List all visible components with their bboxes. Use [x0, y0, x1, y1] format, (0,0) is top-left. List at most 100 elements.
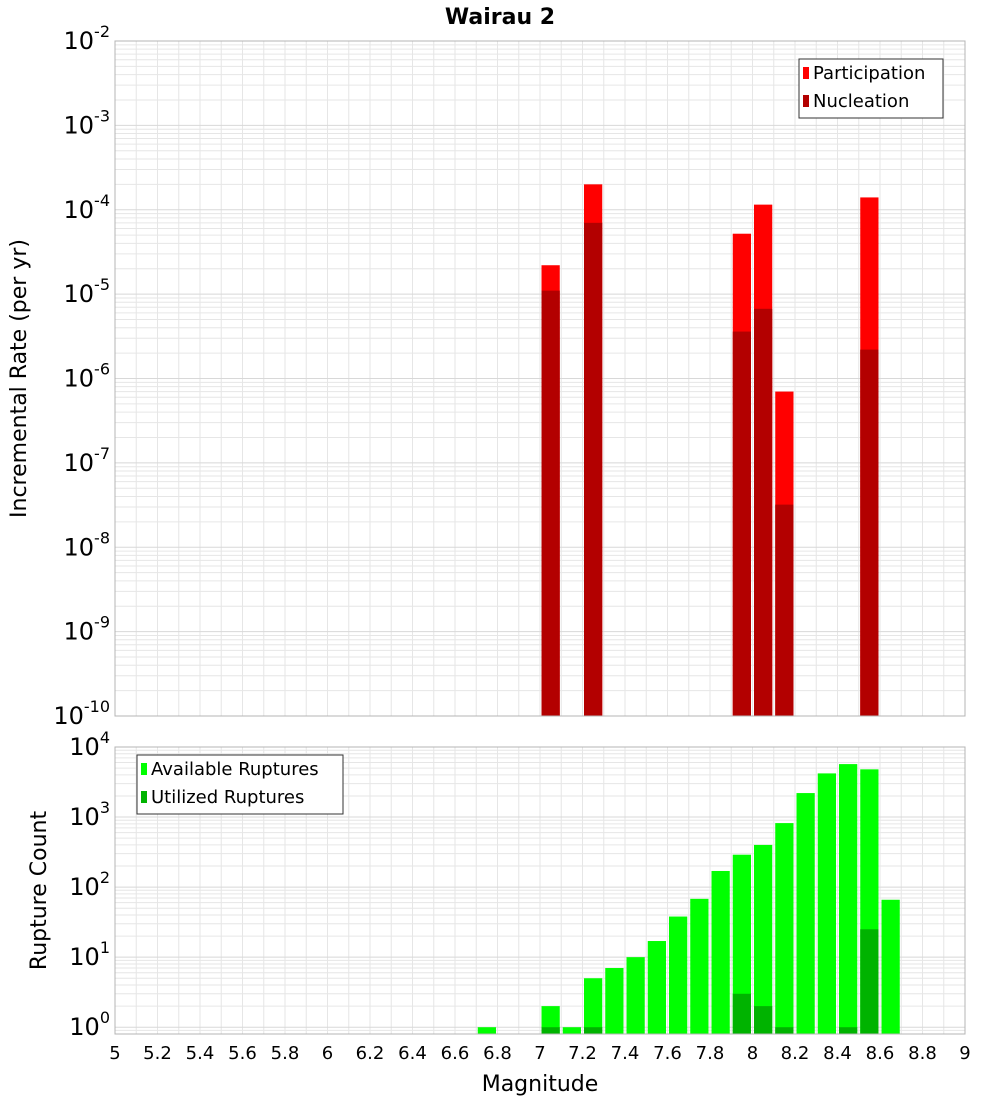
rate-legend: Participation Nucleation	[798, 58, 944, 119]
count-bar-utilized	[541, 1027, 560, 1034]
rate-bar-nucleation	[584, 222, 603, 716]
count-frame	[114, 746, 966, 1035]
count-y-tick-label: 104	[69, 728, 110, 761]
count-bar-available	[775, 823, 794, 1034]
rate-bar-nucleation	[754, 308, 773, 716]
x-tick-label: 5.6	[228, 1043, 257, 1064]
rate-y-tick-base: 10	[64, 365, 95, 393]
rate-legend-swatch-participation	[803, 67, 809, 79]
count-bar-available	[477, 1027, 496, 1034]
count-bar-available	[605, 968, 624, 1034]
count-y-tick-exponent: 0	[100, 1008, 110, 1027]
rate-y-tick-base: 10	[64, 618, 95, 646]
count-y-tick-exponent: 4	[100, 728, 110, 747]
count-y-tick-base: 10	[69, 1013, 100, 1041]
rate-y-tick-label: 10-2	[64, 22, 111, 55]
x-tick-labels: 5 5.2 5.4 5.6 5.8 6 6.2 6.4 6.6 6.8 7 7.2 7.4 7.6 7.8 8…	[109, 1043, 970, 1064]
rate-legend-box	[798, 58, 944, 119]
rate-y-tick-base: 10	[64, 280, 95, 308]
rate-frame	[114, 40, 966, 717]
count-legend-swatch-available	[141, 763, 147, 775]
x-tick-label: 8.4	[823, 1043, 852, 1064]
rate-y-axis-title: Incremental Rate (per yr)	[7, 239, 32, 518]
x-tick-label: 6.8	[483, 1043, 512, 1064]
count-y-tick-label: 100	[69, 1008, 110, 1041]
count-series-utilized	[541, 929, 879, 1034]
count-y-tick-base: 10	[69, 733, 100, 761]
count-bar-available	[584, 978, 603, 1034]
rate-y-tick-base: 10	[53, 702, 84, 730]
count-legend-swatch-utilized	[141, 791, 147, 803]
rate-y-tick-exponent: -7	[94, 444, 110, 463]
rate-y-tick-base: 10	[64, 533, 95, 561]
x-tick-label: 7.4	[611, 1043, 640, 1064]
x-tick-label: 8.6	[866, 1043, 895, 1064]
rate-y-tick-exponent: -8	[94, 528, 110, 547]
rate-y-tick-label: 10-5	[64, 275, 111, 308]
count-bar-available	[796, 793, 815, 1034]
rate-y-tick-exponent: -6	[94, 360, 110, 379]
count-legend-label-utilized: Utilized Ruptures	[151, 787, 304, 808]
rate-legend-label-nucleation: Nucleation	[813, 91, 909, 112]
rate-bar-nucleation	[860, 349, 879, 716]
x-tick-label: 5.8	[271, 1043, 300, 1064]
rate-bar-nucleation	[541, 290, 560, 716]
count-y-tick-base: 10	[69, 873, 100, 901]
x-tick-label: 7.2	[568, 1043, 597, 1064]
count-bar-available	[711, 870, 730, 1034]
rate-y-tick-label: 10-3	[64, 106, 111, 139]
rate-legend-label-participation: Participation	[813, 63, 925, 84]
x-tick-label: 5	[109, 1043, 120, 1064]
x-tick-label: 7.8	[696, 1043, 725, 1064]
rate-bars	[541, 184, 879, 717]
rate-y-tick-label: 10-6	[64, 360, 111, 393]
count-bar-available	[754, 844, 773, 1034]
count-bar-available	[626, 957, 645, 1034]
rate-y-tick-label: 10-9	[64, 613, 111, 646]
count-y-axis-title: Rupture Count	[27, 811, 52, 971]
rate-y-tick-base: 10	[64, 196, 95, 224]
count-bar-available	[732, 854, 751, 1034]
rate-gridlines	[114, 40, 966, 717]
rate-y-tick-base: 10	[64, 27, 95, 55]
rate-panel: 10-210-310-410-510-610-710-810-910-10Inc…	[7, 22, 966, 730]
rate-y-tick-exponent: -10	[84, 697, 110, 716]
x-tick-label: 8.2	[781, 1043, 810, 1064]
count-bars	[477, 764, 900, 1034]
x-axis-title: Magnitude	[482, 1072, 599, 1097]
count-bar-available	[562, 1027, 581, 1034]
x-tick-label: 6.6	[441, 1043, 470, 1064]
count-y-tick-base: 10	[69, 803, 100, 831]
count-legend-box	[136, 754, 344, 815]
x-tick-label: 8.8	[908, 1043, 937, 1064]
x-tick-label: 6	[322, 1043, 333, 1064]
chart-title: Wairau 2	[445, 5, 555, 30]
count-y-tick-exponent: 3	[100, 798, 110, 817]
count-bar-utilized	[754, 1006, 773, 1034]
count-y-tick-label: 101	[69, 938, 110, 971]
rate-y-tick-base: 10	[64, 449, 95, 477]
rate-y-tick-exponent: -4	[94, 191, 110, 210]
x-tick-label: 6.2	[356, 1043, 385, 1064]
rate-y-tick-labels: 10-210-310-410-510-610-710-810-910-10	[53, 22, 110, 730]
rate-y-tick-exponent: -3	[94, 106, 110, 125]
x-tick-label: 7	[534, 1043, 545, 1064]
count-bar-utilized	[584, 1027, 603, 1034]
count-bar-utilized	[775, 1027, 794, 1034]
rate-y-tick-exponent: -5	[94, 275, 110, 294]
x-tick-label: 5.2	[143, 1043, 172, 1064]
rate-legend-swatch-nucleation	[803, 95, 809, 107]
count-bar-available	[817, 773, 836, 1034]
count-bar-available	[690, 898, 709, 1034]
rate-y-tick-label: 10-7	[64, 444, 111, 477]
rate-y-tick-label: 10-10	[53, 697, 110, 730]
count-bar-available	[669, 916, 688, 1034]
count-y-tick-base: 10	[69, 943, 100, 971]
rate-y-tick-label: 10-8	[64, 528, 111, 561]
rate-y-tick-exponent: -2	[94, 22, 110, 41]
count-y-tick-label: 103	[69, 798, 110, 831]
rate-y-tick-base: 10	[64, 111, 95, 139]
